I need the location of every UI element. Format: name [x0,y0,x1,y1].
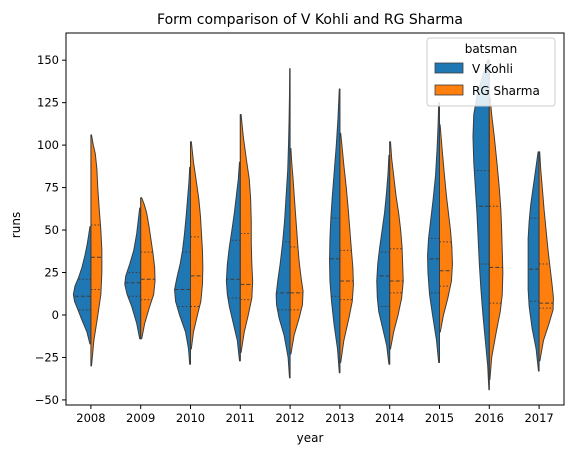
y-tick-label: 25 [44,266,59,280]
y-tick-label: −50 [35,393,59,407]
violin-rg-sharma-2016 [488,97,504,381]
violin-body [289,148,304,355]
chart-title: Form comparison of V Kohli and RG Sharma [157,12,463,28]
violin-body [329,88,341,374]
axes: −50 −25 0 25 50 75 100 125 150 2008 2009 2010 2011 20… [35,32,565,425]
violin-rg-sharma-2008 [90,134,103,367]
plot-frame [65,32,565,406]
violin-body [439,124,453,333]
violin-rg-sharma-2015 [439,124,453,333]
x-axis-label: year [297,431,324,445]
violin-v-kohli-2012 [275,68,291,379]
violin-body [90,134,103,367]
violin-body [527,151,540,372]
violin-v-kohli-2010 [174,166,191,365]
x-tick-label: 2012 [275,411,304,425]
y-axis-label: runs [9,212,23,238]
y-tick-label: 125 [37,96,59,110]
violin-rg-sharma-2011 [239,114,254,353]
violin-body [72,226,92,345]
violin-body [124,207,142,340]
violin-v-kohli-2011 [225,161,241,362]
violin-rg-sharma-2012 [289,148,304,355]
legend-swatch [434,84,464,96]
x-tick-label: 2016 [475,411,504,425]
x-tick-label: 2015 [425,411,454,425]
violin-v-kohli-2016 [472,59,490,391]
violin-rg-sharma-2017 [538,151,554,362]
violin-v-kohli-2015 [427,102,440,364]
x-tick-label: 2011 [226,411,255,425]
violin-body [472,59,490,391]
y-tick-label: 150 [37,53,59,67]
violin-body [389,141,404,350]
violin-v-kohli-2014 [376,154,391,365]
violin-body [275,68,291,379]
violin-v-kohli-2013 [329,88,341,374]
violin-v-kohli-2009 [124,207,142,340]
y-tick-label: 100 [37,138,59,152]
violin-rg-sharma-2014 [389,141,404,350]
violin-rg-sharma-2009 [140,197,156,340]
violin-body [339,132,354,364]
legend: batsman V Kohli RG Sharma [426,37,556,107]
y-tick-label: 75 [44,181,59,195]
legend-swatch [434,62,464,74]
y-tick-label: 50 [44,223,59,237]
violin-body [225,161,241,362]
x-tick-label: 2017 [524,411,553,425]
violins-layer [72,59,554,391]
x-tick-label: 2014 [375,411,404,425]
x-tick-label: 2009 [126,411,155,425]
violin-body [427,102,440,364]
y-tick-label: 0 [52,308,59,322]
violin-body [190,141,204,350]
violin-body [239,114,254,353]
violin-rg-sharma-2010 [190,141,204,350]
violin-body [376,154,391,365]
violin-body [140,197,156,340]
violin-body [538,151,554,362]
violin-body [488,97,504,381]
violin-v-kohli-2008 [72,226,92,345]
legend-title: batsman [465,42,518,56]
y-tick-label: −25 [35,350,59,364]
x-tick-label: 2008 [76,411,105,425]
violin-v-kohli-2017 [527,151,540,372]
legend-label: RG Sharma [472,84,540,98]
violin-rg-sharma-2013 [339,132,354,364]
x-tick-label: 2010 [176,411,205,425]
legend-label: V Kohli [472,62,513,76]
violin-body [174,166,191,365]
x-tick-label: 2013 [325,411,354,425]
